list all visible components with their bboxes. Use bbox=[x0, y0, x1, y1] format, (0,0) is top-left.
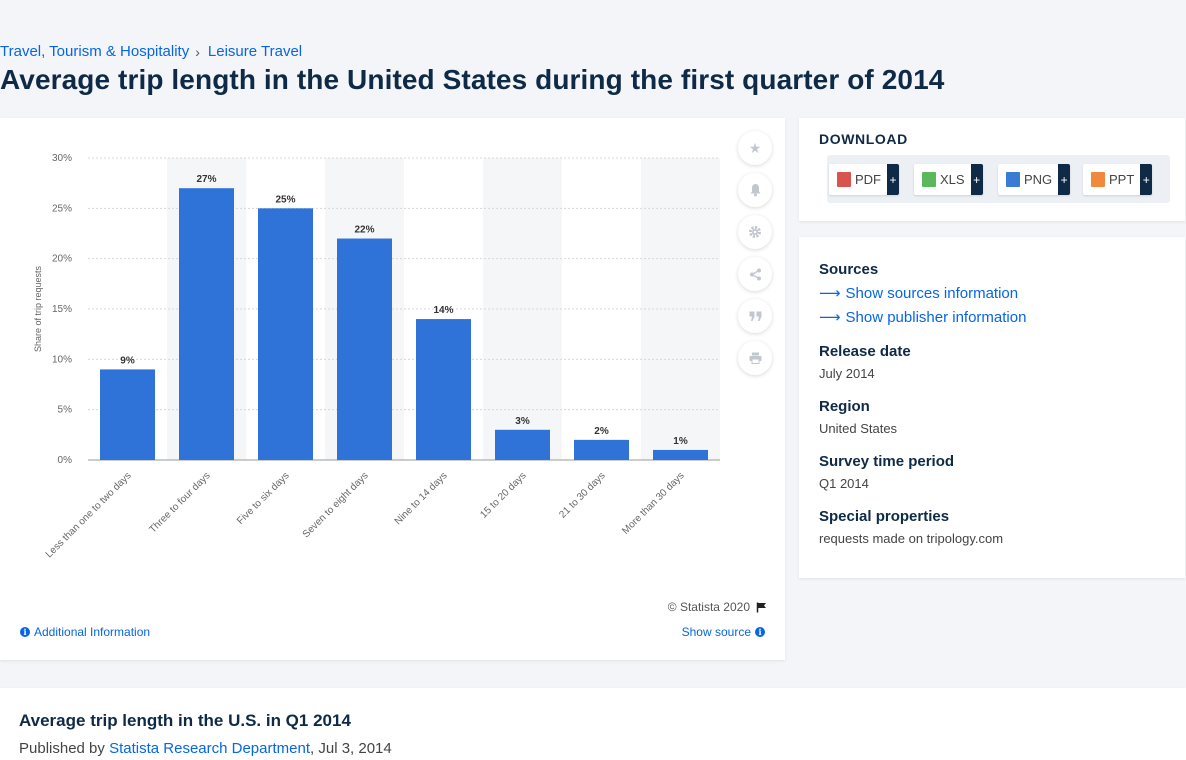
star-icon[interactable]: ★ bbox=[738, 131, 772, 165]
details-card: Sources ⟶ Show sources information ⟶ Sho… bbox=[799, 237, 1185, 578]
show-sources-label: Show sources information bbox=[845, 284, 1019, 302]
copyright-text: © Statista 2020 bbox=[667, 600, 750, 614]
show-publisher-label: Show publisher information bbox=[845, 308, 1027, 326]
breadcrumb-item-travel[interactable]: Travel, Tourism & Hospitality bbox=[0, 43, 190, 60]
download-xls-label: XLS bbox=[940, 172, 965, 187]
png-file-icon bbox=[1006, 172, 1020, 187]
flag-icon[interactable] bbox=[756, 602, 767, 613]
data-label: 3% bbox=[515, 416, 530, 427]
data-label: 14% bbox=[433, 305, 453, 316]
x-tick-label: 15 to 20 days bbox=[478, 470, 528, 520]
survey-period-label: Survey time period bbox=[819, 453, 955, 470]
x-tick-label: 21 to 30 days bbox=[557, 470, 607, 520]
download-png-button[interactable]: PNG + bbox=[998, 164, 1071, 195]
page-title: Average trip length in the United States… bbox=[0, 64, 945, 95]
plus-icon: + bbox=[1058, 164, 1071, 195]
download-xls-button[interactable]: XLS + bbox=[914, 164, 983, 195]
download-card: DOWNLOAD PDF + XLS + PNG + PPT + bbox=[799, 118, 1185, 221]
bell-icon[interactable] bbox=[738, 173, 772, 207]
chart-copyright: © Statista 2020 bbox=[668, 600, 767, 614]
bar bbox=[416, 319, 471, 460]
y-tick-label: 30% bbox=[52, 153, 72, 164]
print-icon[interactable] bbox=[738, 341, 772, 375]
data-label: 1% bbox=[673, 436, 688, 447]
bar-chart: 0% 5% 10% 15% 20% 25% 30% Share of trip request… bbox=[33, 153, 720, 560]
x-tick-label: Seven to eight days bbox=[301, 470, 371, 540]
column-band bbox=[483, 158, 562, 460]
arrow-right-icon: ⟶ bbox=[819, 309, 841, 326]
download-title: DOWNLOAD bbox=[819, 131, 908, 147]
y-tick-label: 20% bbox=[52, 254, 72, 265]
x-tick-label: Nine to 14 days bbox=[393, 470, 450, 527]
release-date-value: July 2014 bbox=[819, 366, 875, 381]
chart-card: 0% 5% 10% 15% 20% 25% 30% Share of trip request… bbox=[0, 118, 785, 660]
pdf-file-icon bbox=[837, 172, 851, 187]
published-by-label: Published by bbox=[19, 740, 105, 757]
y-tick-label: 10% bbox=[52, 354, 72, 365]
show-source-label: Show source bbox=[681, 625, 751, 639]
data-label: 2% bbox=[594, 426, 609, 437]
plus-icon: + bbox=[1140, 164, 1153, 195]
download-pdf-button[interactable]: PDF + bbox=[829, 164, 899, 195]
x-tick-label: More than 30 days bbox=[620, 470, 686, 536]
info-icon: i bbox=[20, 627, 30, 637]
x-tick-label: Three to four days bbox=[147, 470, 212, 535]
breadcrumb-item-leisure-travel[interactable]: Leisure Travel bbox=[207, 43, 303, 60]
bar bbox=[179, 188, 234, 460]
info-icon: i bbox=[755, 627, 765, 637]
download-png-label: PNG bbox=[1024, 172, 1053, 187]
top-bar bbox=[0, 0, 1186, 38]
published-by: Published by Statista Research Departmen… bbox=[19, 740, 392, 757]
breadcrumb: Travel, Tourism & Hospitality › Leisure … bbox=[0, 43, 302, 60]
survey-period-value: Q1 2014 bbox=[819, 476, 869, 491]
publisher-link[interactable]: Statista Research Department bbox=[109, 740, 311, 757]
additional-info-link[interactable]: i Additional Information bbox=[20, 625, 150, 639]
quote-icon[interactable] bbox=[738, 299, 772, 333]
y-axis-title: Share of trip requests bbox=[33, 265, 43, 352]
plus-icon: + bbox=[887, 164, 899, 195]
bar bbox=[100, 369, 155, 460]
bar bbox=[574, 439, 629, 460]
statistic-summary: Average trip length in the U.S. in Q1 20… bbox=[0, 688, 1186, 760]
x-tick-label: Five to six days bbox=[235, 470, 292, 527]
data-label: 25% bbox=[275, 194, 295, 205]
y-tick-label: 0% bbox=[58, 455, 73, 466]
chevron-right-icon: › bbox=[195, 43, 200, 60]
show-publisher-link[interactable]: ⟶ Show publisher information bbox=[819, 308, 1027, 327]
y-tick-label: 15% bbox=[52, 304, 72, 315]
x-tick-label: Less than one to two days bbox=[44, 470, 134, 560]
statistic-title: Average trip length in the U.S. in Q1 20… bbox=[19, 711, 351, 730]
bar bbox=[495, 429, 550, 460]
special-properties-label: Special properties bbox=[819, 508, 950, 525]
bar bbox=[653, 449, 708, 460]
sources-label: Sources bbox=[819, 261, 879, 278]
data-label: 22% bbox=[354, 225, 374, 236]
chart-tools: ★ bbox=[738, 131, 772, 383]
special-properties-value: requests made on tripology.com bbox=[819, 531, 1004, 546]
show-sources-link[interactable]: ⟶ Show sources information bbox=[819, 284, 1019, 303]
y-tick-label: 25% bbox=[52, 203, 72, 214]
show-source-link[interactable]: Show source i bbox=[682, 625, 765, 639]
bar bbox=[337, 238, 392, 460]
arrow-right-icon: ⟶ bbox=[819, 285, 841, 302]
ppt-file-icon bbox=[1091, 172, 1105, 187]
additional-info-label: Additional Information bbox=[34, 625, 151, 639]
gear-icon[interactable] bbox=[738, 215, 772, 249]
download-ppt-label: PPT bbox=[1109, 172, 1135, 187]
download-ppt-button[interactable]: PPT + bbox=[1083, 164, 1153, 195]
xls-file-icon bbox=[922, 172, 936, 187]
region-label: Region bbox=[819, 398, 870, 415]
publish-date: , Jul 3, 2014 bbox=[310, 740, 392, 757]
download-buttons: PDF + XLS + PNG + PPT + bbox=[827, 155, 1170, 203]
release-date-label: Release date bbox=[819, 343, 911, 360]
share-icon[interactable] bbox=[738, 257, 772, 291]
data-label: 9% bbox=[120, 355, 135, 366]
download-pdf-label: PDF bbox=[855, 172, 881, 187]
region-value: United States bbox=[819, 421, 898, 436]
plus-icon: + bbox=[970, 164, 983, 195]
data-label: 27% bbox=[196, 174, 216, 185]
y-tick-label: 5% bbox=[58, 405, 73, 416]
bar bbox=[258, 208, 313, 460]
